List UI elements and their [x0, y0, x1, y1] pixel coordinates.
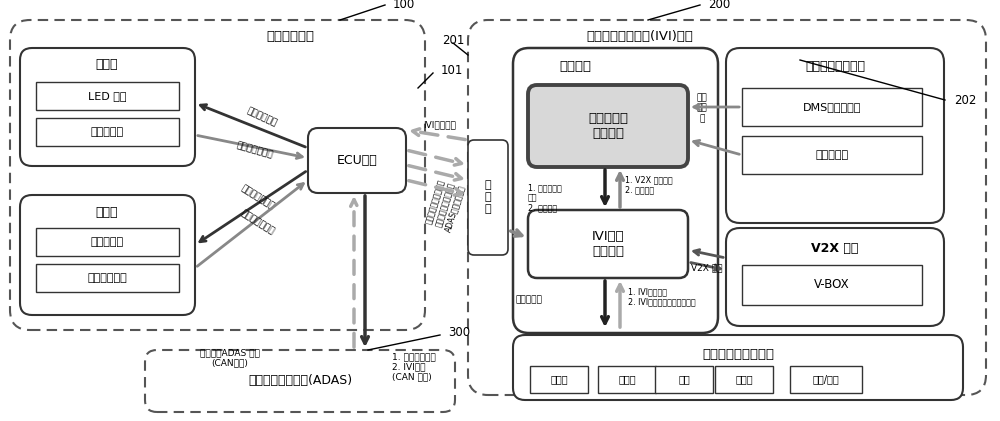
FancyBboxPatch shape: [20, 195, 195, 315]
Text: ECU模块: ECU模块: [337, 155, 377, 168]
Text: 200: 200: [708, 0, 730, 11]
Text: 加速度传感器: 加速度传感器: [87, 273, 127, 283]
Text: 座舱安全系统: 座舱安全系统: [266, 29, 314, 43]
Text: 100: 100: [393, 0, 415, 11]
Text: 高级驾驶辅助系统(ADAS): 高级驾驶辅助系统(ADAS): [248, 375, 352, 387]
Text: 氛围灯: 氛围灯: [735, 374, 753, 384]
Text: DMS红外摄像头: DMS红外摄像头: [803, 102, 861, 112]
Bar: [742, 136, 922, 174]
Text: LED 光带: LED 光带: [88, 91, 126, 101]
Bar: [790, 366, 862, 393]
Text: 开关/旋钮: 开关/旋钮: [813, 374, 839, 384]
Bar: [742, 265, 922, 305]
FancyBboxPatch shape: [726, 48, 944, 223]
Text: 音响: 音响: [678, 374, 690, 384]
Text: 201: 201: [442, 35, 464, 48]
FancyBboxPatch shape: [528, 210, 688, 278]
Text: 中控屏: 中控屏: [550, 374, 568, 384]
Text: 手握方向盘信息: 手握方向盘信息: [236, 141, 274, 160]
Text: 驾驶员手握方向盘信息
驾驶员身体加速度信息
ADAS车辆状态信息: 驾驶员手握方向盘信息 驾驶员身体加速度信息 ADAS车辆状态信息: [424, 177, 466, 233]
Text: 方向盘: 方向盘: [96, 59, 118, 72]
Bar: [655, 366, 713, 393]
Text: 光带控制信号: 光带控制信号: [245, 106, 279, 128]
Text: 身体加速度信息: 身体加速度信息: [240, 208, 276, 236]
Bar: [598, 366, 656, 393]
Text: 仪表盘: 仪表盘: [618, 374, 636, 384]
Text: V-BOX: V-BOX: [814, 279, 850, 291]
Bar: [36, 264, 179, 292]
Text: 声、光、电交互模块: 声、光、电交互模块: [702, 349, 774, 362]
FancyBboxPatch shape: [308, 128, 406, 193]
Text: 202: 202: [954, 93, 976, 107]
Text: 1. IVI控制信号
2. IVI语音输出，多媒体输出: 1. IVI控制信号 2. IVI语音输出，多媒体输出: [628, 287, 696, 306]
Text: V2X 模块: V2X 模块: [811, 242, 859, 255]
Text: V2X 信息: V2X 信息: [691, 264, 723, 272]
FancyBboxPatch shape: [726, 228, 944, 326]
Text: 车机模块: 车机模块: [559, 61, 591, 74]
Text: 接触式输入: 接触式输入: [515, 296, 542, 304]
FancyBboxPatch shape: [513, 335, 963, 400]
FancyBboxPatch shape: [513, 48, 718, 333]
Text: 车载信息娱乐导航(IVI)系统: 车载信息娱乐导航(IVI)系统: [587, 29, 693, 43]
Text: IVI控制信号: IVI控制信号: [424, 120, 456, 130]
Text: 1. 司机状态信息
2. IVI信号
(CAN 信号): 1. 司机状态信息 2. IVI信号 (CAN 信号): [392, 352, 436, 382]
Text: 安全带: 安全带: [96, 206, 118, 219]
Text: 多模态感知
决策单元: 多模态感知 决策单元: [588, 112, 628, 140]
Text: 音、视频采集模块: 音、视频采集模块: [805, 61, 865, 74]
Text: 电容传感器: 电容传感器: [90, 127, 124, 137]
FancyBboxPatch shape: [528, 85, 688, 167]
Text: 电动安全带: 电动安全带: [90, 237, 124, 247]
Bar: [742, 88, 922, 126]
Bar: [715, 366, 773, 393]
Text: 适
配
器: 适 配 器: [485, 181, 491, 213]
Bar: [36, 228, 179, 256]
Bar: [36, 118, 179, 146]
Text: 101: 101: [441, 64, 463, 77]
Bar: [530, 366, 588, 393]
Text: IVI系统
控制单元: IVI系统 控制单元: [592, 230, 624, 258]
Text: 降噪麦克风: 降噪麦克风: [815, 150, 849, 160]
Text: 安全带控制信号: 安全带控制信号: [240, 183, 276, 211]
Text: 1. V2X 感知信息
2. 导航信息: 1. V2X 感知信息 2. 导航信息: [625, 175, 673, 195]
Text: 车辆状态ADAS 信息
(CAN信号): 车辆状态ADAS 信息 (CAN信号): [200, 348, 260, 368]
FancyBboxPatch shape: [468, 140, 508, 255]
Text: 300: 300: [448, 325, 470, 338]
Text: 1. 多模态决策
信息
2. 音视频流: 1. 多模态决策 信息 2. 音视频流: [528, 183, 562, 213]
FancyBboxPatch shape: [20, 48, 195, 166]
Text: 音视
频输
入: 音视 频输 入: [697, 93, 707, 123]
Bar: [36, 82, 179, 110]
